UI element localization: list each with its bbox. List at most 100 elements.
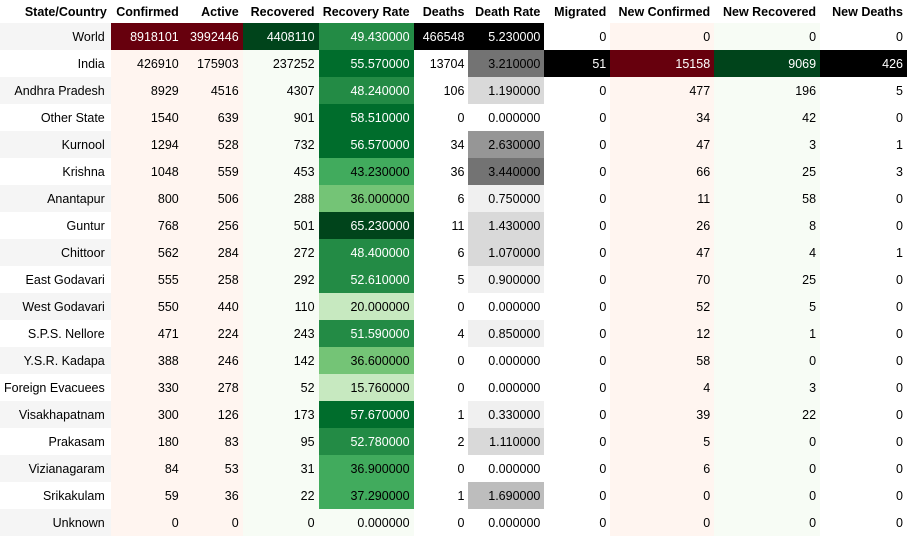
- cell-deaths: 0: [414, 509, 469, 536]
- cell-deaths: 4: [414, 320, 469, 347]
- cell-migrated: 0: [544, 482, 610, 509]
- cell-confirmed: 1294: [111, 131, 183, 158]
- cell-new-confirmed: 26: [610, 212, 714, 239]
- cell-recovery-rate: 37.290000: [319, 482, 414, 509]
- cell-new-confirmed: 11: [610, 185, 714, 212]
- cell-active: 440: [183, 293, 243, 320]
- cell-new-confirmed: 0: [610, 509, 714, 536]
- col-header-recovered[interactable]: Recovered: [243, 0, 319, 23]
- cell-active: 284: [183, 239, 243, 266]
- col-header-deaths[interactable]: Deaths: [414, 0, 469, 23]
- cell-new-deaths: 1: [820, 131, 907, 158]
- cell-new-recovered: 1: [714, 320, 820, 347]
- table-row: Unknown 0 0 0 0.000000 0 0.000000 0 0 0 0: [0, 509, 907, 536]
- cell-active: 506: [183, 185, 243, 212]
- cell-new-recovered: 42: [714, 104, 820, 131]
- cell-new-recovered: 196: [714, 77, 820, 104]
- cell-recovered: 173: [243, 401, 319, 428]
- cell-deaths: 5: [414, 266, 469, 293]
- cell-new-confirmed: 34: [610, 104, 714, 131]
- cell-new-confirmed: 47: [610, 131, 714, 158]
- row-label: Chittoor: [0, 239, 111, 266]
- cell-death-rate: 1.690000: [468, 482, 544, 509]
- cell-recovered: 453: [243, 158, 319, 185]
- cell-migrated: 0: [544, 23, 610, 50]
- table-row: West Godavari 550 440 110 20.000000 0 0.000000…: [0, 293, 907, 320]
- cell-migrated: 0: [544, 212, 610, 239]
- cell-confirmed: 426910: [111, 50, 183, 77]
- row-label: Foreign Evacuees: [0, 374, 111, 401]
- cell-recovery-rate: 65.230000: [319, 212, 414, 239]
- col-header-new-deaths[interactable]: New Deaths: [820, 0, 907, 23]
- cell-confirmed: 471: [111, 320, 183, 347]
- row-label: World: [0, 23, 111, 50]
- cell-migrated: 0: [544, 401, 610, 428]
- cell-deaths: 13704: [414, 50, 469, 77]
- cell-new-recovered: 9069: [714, 50, 820, 77]
- cell-recovered: 501: [243, 212, 319, 239]
- cell-recovery-rate: 58.510000: [319, 104, 414, 131]
- cell-new-recovered: 0: [714, 23, 820, 50]
- cell-death-rate: 3.210000: [468, 50, 544, 77]
- col-header-death-rate[interactable]: Death Rate: [468, 0, 544, 23]
- cell-migrated: 0: [544, 131, 610, 158]
- col-header-new-confirmed[interactable]: New Confirmed: [610, 0, 714, 23]
- cell-confirmed: 562: [111, 239, 183, 266]
- cell-recovered: 272: [243, 239, 319, 266]
- col-header-confirmed[interactable]: Confirmed: [111, 0, 183, 23]
- cell-recovered: 901: [243, 104, 319, 131]
- cell-active: 246: [183, 347, 243, 374]
- cell-deaths: 1: [414, 401, 469, 428]
- cell-active: 224: [183, 320, 243, 347]
- cell-recovered: 732: [243, 131, 319, 158]
- cell-migrated: 0: [544, 104, 610, 131]
- col-header-state-country[interactable]: State/Country: [0, 0, 111, 23]
- cell-migrated: 0: [544, 266, 610, 293]
- cell-death-rate: 3.440000: [468, 158, 544, 185]
- col-header-migrated[interactable]: Migrated: [544, 0, 610, 23]
- cell-new-deaths: 3: [820, 158, 907, 185]
- table-body: World 8918101 3992446 4408110 49.430000 46654…: [0, 23, 907, 536]
- cell-new-deaths: 1: [820, 239, 907, 266]
- cell-confirmed: 388: [111, 347, 183, 374]
- cell-death-rate: 1.190000: [468, 77, 544, 104]
- col-header-new-recovered[interactable]: New Recovered: [714, 0, 820, 23]
- cell-death-rate: 0.000000: [468, 347, 544, 374]
- table-row: Foreign Evacuees 330 278 52 15.760000 0 0.0000…: [0, 374, 907, 401]
- cell-new-confirmed: 15158: [610, 50, 714, 77]
- cell-new-recovered: 0: [714, 347, 820, 374]
- cell-migrated: 0: [544, 77, 610, 104]
- cell-death-rate: 5.230000: [468, 23, 544, 50]
- cell-recovered: 142: [243, 347, 319, 374]
- cell-new-recovered: 3: [714, 131, 820, 158]
- row-label: S.P.S. Nellore: [0, 320, 111, 347]
- cell-new-recovered: 25: [714, 158, 820, 185]
- table-row: World 8918101 3992446 4408110 49.430000 46654…: [0, 23, 907, 50]
- cell-new-confirmed: 58: [610, 347, 714, 374]
- cell-new-deaths: 0: [820, 266, 907, 293]
- col-header-active[interactable]: Active: [183, 0, 243, 23]
- cell-new-confirmed: 12: [610, 320, 714, 347]
- cell-migrated: 0: [544, 428, 610, 455]
- cell-recovered: 52: [243, 374, 319, 401]
- cell-new-deaths: 0: [820, 401, 907, 428]
- cell-active: 0: [183, 509, 243, 536]
- row-label: Unknown: [0, 509, 111, 536]
- cell-recovery-rate: 52.780000: [319, 428, 414, 455]
- cell-active: 528: [183, 131, 243, 158]
- cell-new-recovered: 0: [714, 455, 820, 482]
- col-header-recovery-rate[interactable]: Recovery Rate: [319, 0, 414, 23]
- cell-confirmed: 300: [111, 401, 183, 428]
- cell-confirmed: 1048: [111, 158, 183, 185]
- cell-recovered: 4408110: [243, 23, 319, 50]
- cell-death-rate: 0.000000: [468, 293, 544, 320]
- cell-recovery-rate: 0.000000: [319, 509, 414, 536]
- cell-new-recovered: 0: [714, 482, 820, 509]
- cell-migrated: 0: [544, 374, 610, 401]
- table-row: Srikakulam 59 36 22 37.290000 1 1.690000 0 0 0 0: [0, 482, 907, 509]
- table-row: Visakhapatnam 300 126 173 57.670000 1 0.330000…: [0, 401, 907, 428]
- row-label: Krishna: [0, 158, 111, 185]
- row-label: West Godavari: [0, 293, 111, 320]
- cell-death-rate: 0.330000: [468, 401, 544, 428]
- cell-recovered: 22: [243, 482, 319, 509]
